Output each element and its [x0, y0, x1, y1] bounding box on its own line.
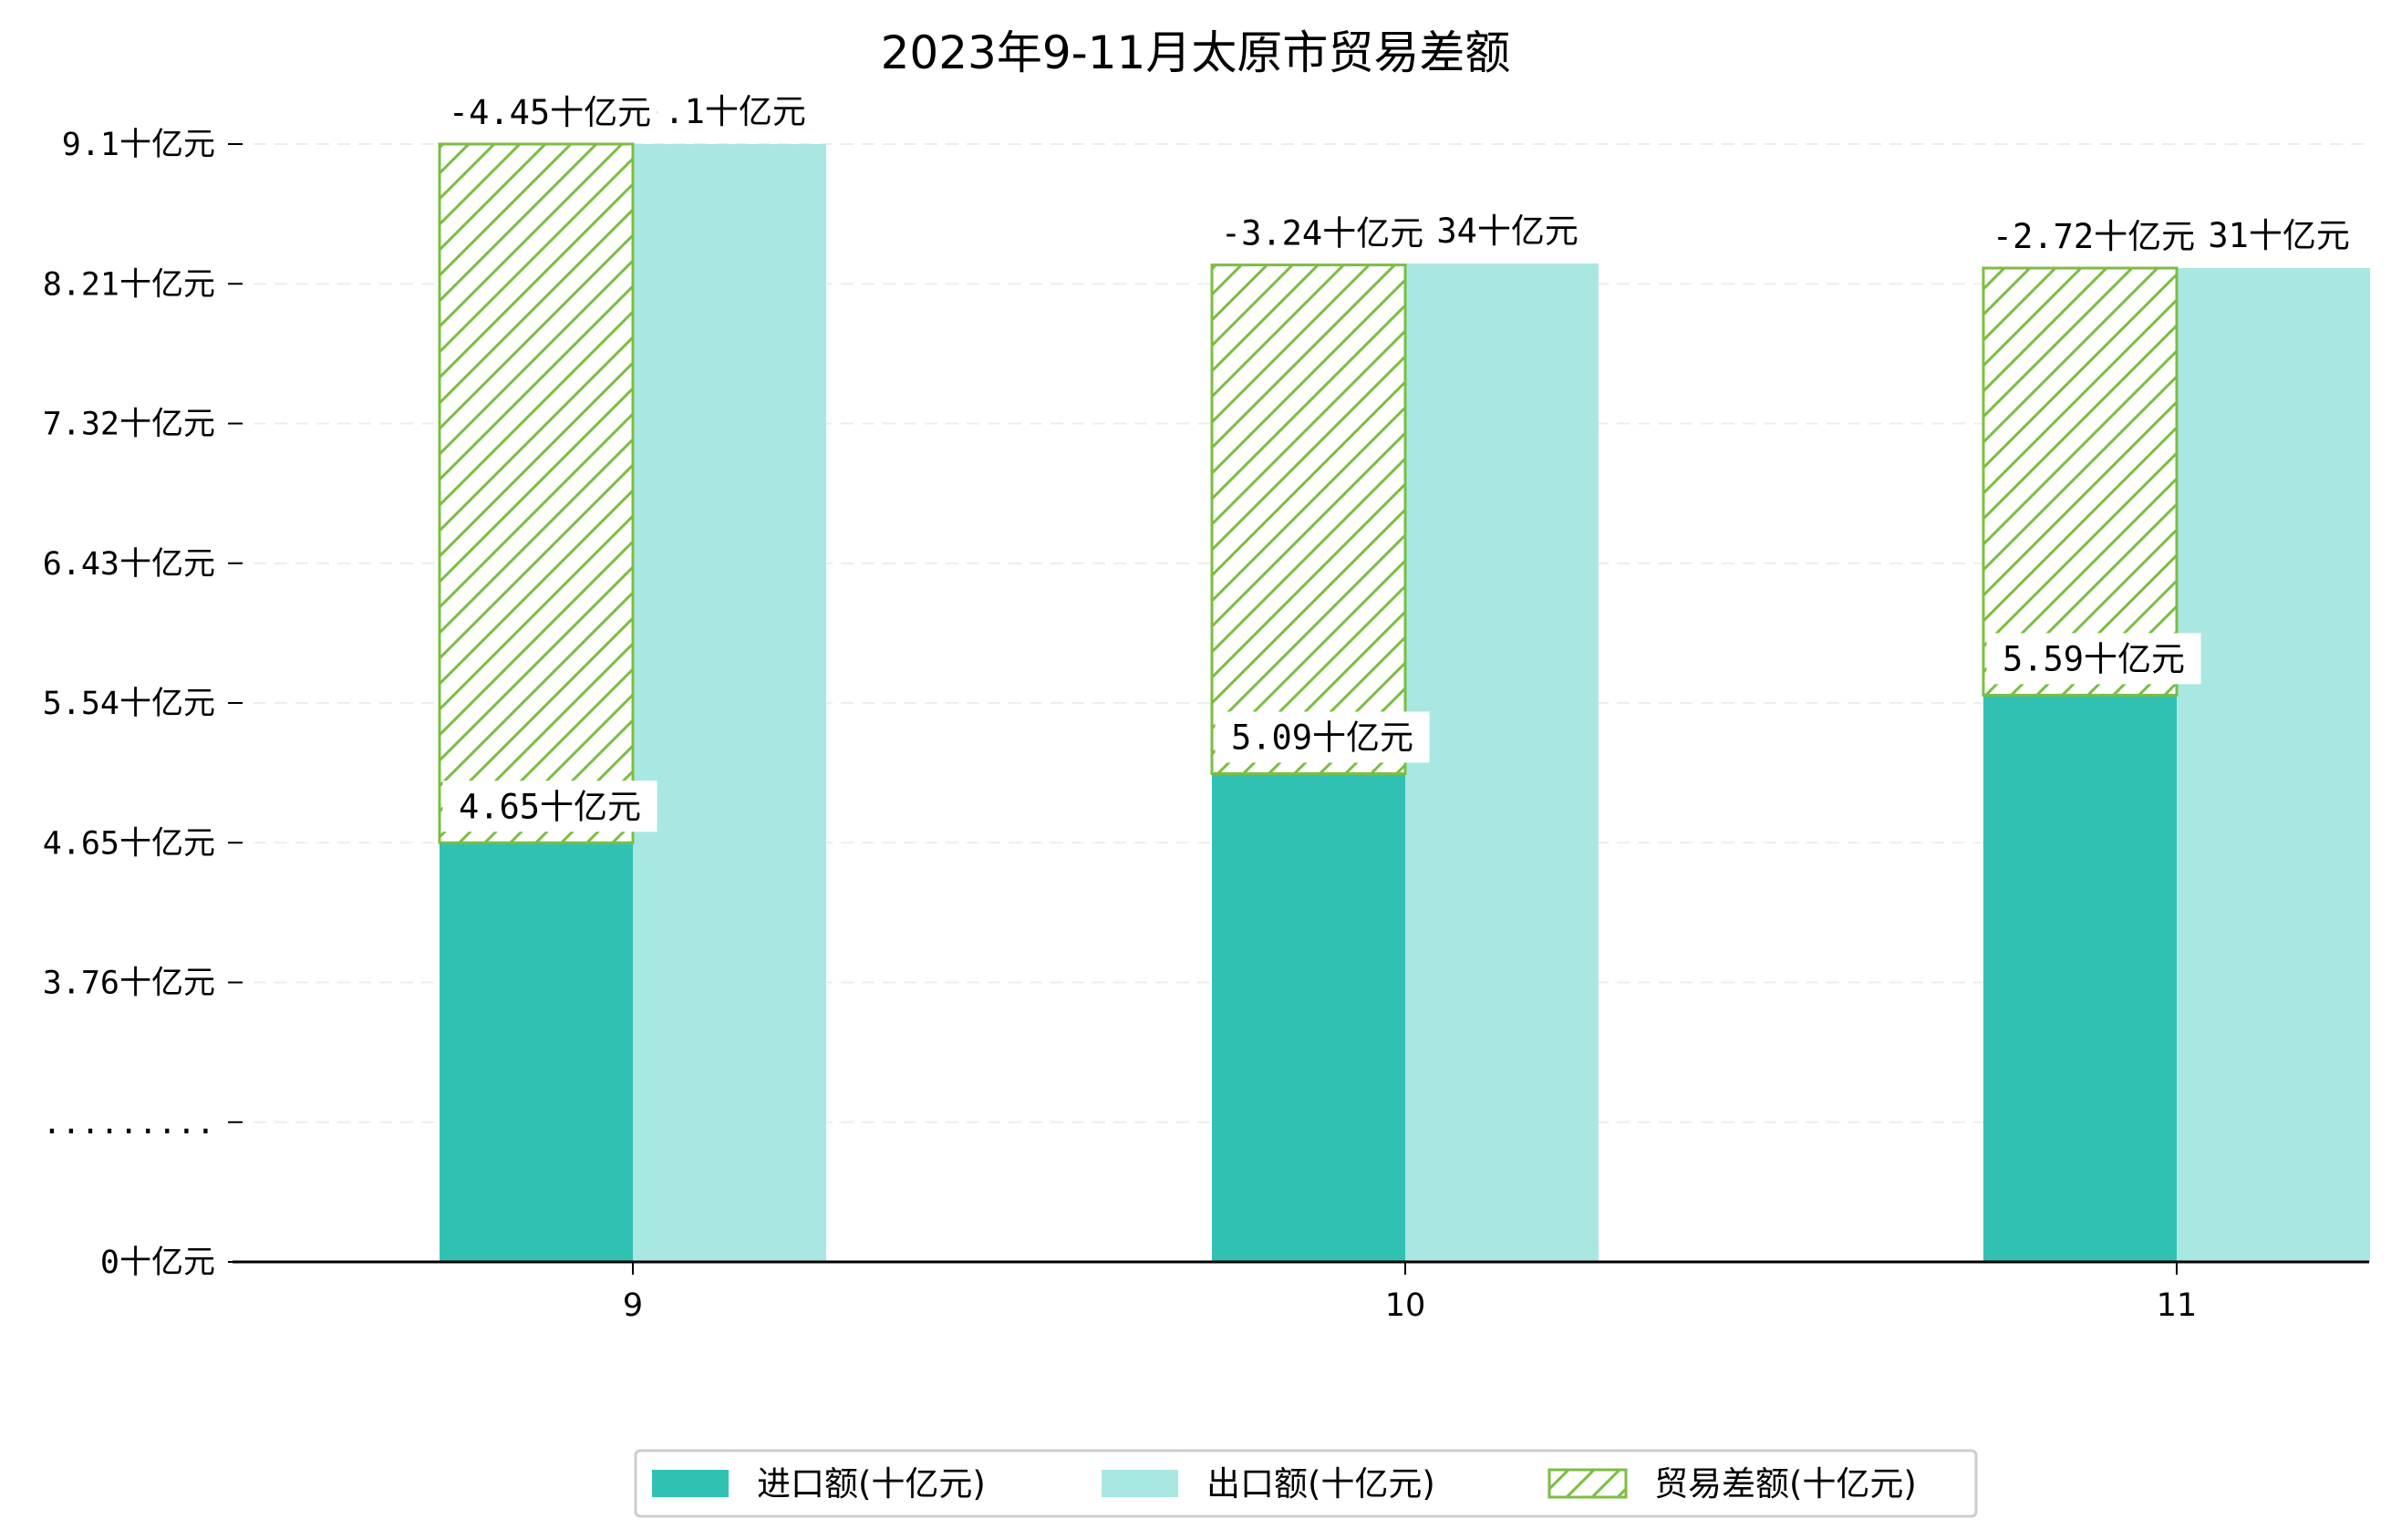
legend-label: 进口额(十亿元): [757, 1464, 986, 1504]
y-tick-label: 8.21十亿元: [43, 266, 215, 303]
chart-title: 2023年9-11月太原市贸易差额: [881, 26, 1511, 79]
import-bar: [1983, 695, 2177, 1262]
legend-label: 贸易差额(十亿元): [1654, 1464, 1917, 1504]
export-bar: [633, 144, 826, 1262]
y-tick-label: 4.65十亿元: [43, 825, 215, 862]
import-bar: [1212, 773, 1405, 1262]
trade-balance-value-label: -2.72十亿元: [1992, 217, 2195, 256]
import-value-label: 5.59十亿元: [2003, 639, 2185, 678]
trade-balance-value-label-bg: [1986, 211, 2201, 263]
import-value-label-bg: [1986, 633, 2201, 685]
legend-label: 出口额(十亿元): [1206, 1464, 1435, 1504]
axes: 0十亿元......... 3.76十亿元 4.65十亿元 5.54十亿元 6.43十亿…: [42, 127, 2369, 1324]
export-bar: [1405, 263, 1599, 1262]
legend: 进口额(十亿元) 出口额(十亿元) 贸易差额(十亿元): [634, 1449, 1978, 1518]
trade-balance-value-label-bg: [1215, 207, 1430, 259]
y-tick-label: 7.32十亿元: [43, 407, 215, 443]
export-value-label: .34十亿元: [1416, 212, 1578, 251]
y-tick-label: 6.43十亿元: [43, 546, 215, 583]
y-tick-label: 0十亿元: [100, 1245, 215, 1281]
trade-balance-value-label: -4.45十亿元: [449, 93, 651, 132]
export-value-label: .31十亿元: [2188, 216, 2350, 255]
export-bar: [2177, 268, 2370, 1262]
trade-balance-bar: [438, 142, 635, 844]
x-tick-label: 9: [623, 1287, 643, 1324]
import-value-label: 5.09十亿元: [1231, 718, 1413, 757]
bars: [438, 142, 2370, 1262]
trade-balance-bar: [1210, 264, 1407, 775]
data-labels: ).1十亿元-4.45十亿元 4.65十亿元 .34十亿元-3.24十亿元 5.09十…: [442, 86, 2376, 832]
import-bar: [440, 842, 633, 1262]
x-tick-label: 11: [2157, 1287, 2198, 1324]
x-tick-label: 10: [1385, 1287, 1426, 1324]
trade-balance-value-label: -3.24十亿元: [1221, 214, 1423, 253]
import-value-label-bg: [1215, 711, 1430, 763]
y-tick-label: 3.76十亿元: [43, 966, 215, 1002]
y-tick-label: 5.54十亿元: [43, 686, 215, 722]
trade-balance-value-label-bg: [442, 87, 657, 138]
import-value-label-bg: [442, 780, 657, 832]
legend-swatch: [1547, 1468, 1628, 1499]
import-value-label: 4.65十亿元: [459, 787, 641, 826]
y-tick-label: .........: [42, 1105, 215, 1142]
legend-box: [634, 1449, 1978, 1518]
legend-swatch: [1102, 1470, 1178, 1497]
y-tick-label: 9.1十亿元: [62, 127, 215, 163]
trade-balance-bar: [1982, 266, 2179, 697]
export-value-label: ).1十亿元: [644, 92, 806, 131]
legend-swatch: [652, 1470, 729, 1497]
